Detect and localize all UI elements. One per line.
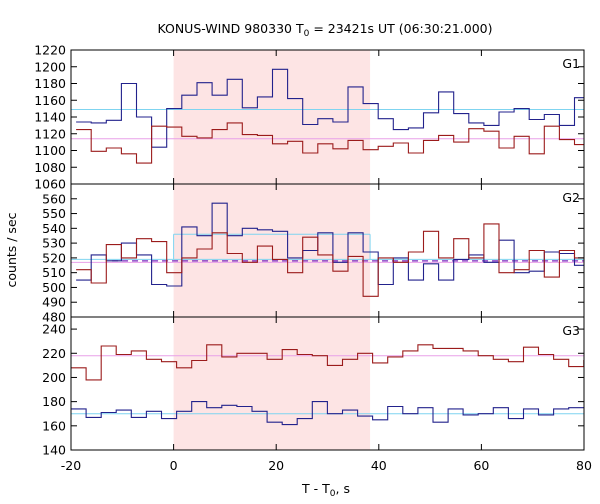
x-axis-label-rest: , s [336,481,350,496]
x-tick-label: 20 [268,458,284,473]
x-axis-label-main: T - T [301,481,330,496]
histogram-blue-hist [76,68,584,148]
x-axis-label: T - T0, s [301,481,350,499]
y-tick-label: 1160 [34,93,66,108]
y-tick-label: 1060 [34,177,66,192]
y-tick-label: 160 [42,418,66,433]
burst-interval-highlight [173,317,371,450]
y-tick-label: 220 [42,346,66,361]
histogram-red-hist [76,223,584,297]
x-axis: -20 0 20 40 60 80 [61,458,592,473]
panel-data-g2 [71,202,584,297]
panel-label: G1 [562,56,580,71]
svg-text:T - T0, s: T - T0, s [301,481,350,499]
x-axis-label-subscript: 0 [330,489,336,499]
histogram-blue-hist [71,401,584,426]
y-tick-label: 1120 [34,126,66,141]
chart-title-main: KONUS-WIND 980330 T [157,21,303,36]
y-tick-label: 1100 [34,143,66,158]
y-tick-label: 490 [42,295,66,310]
chart-title: KONUS-WIND 980330 T0 = 23421s UT (06:30:… [157,21,492,39]
y-tick-label: 480 [42,310,66,325]
panels-layer: 106010801100112011401160118012001220G148… [34,43,592,474]
y-tick-label: 180 [42,394,66,409]
panel-data-g1 [71,68,584,164]
chart-title-subscript: 0 [304,29,310,39]
burst-interval-highlight [173,50,371,184]
chart-title-rest: = 23421s UT (06:30:21.000) [309,21,492,36]
histogram-red-hist [71,344,584,381]
y-tick-label: 560 [42,191,66,206]
y-tick-label: 140 [42,443,66,458]
x-tick-label: -20 [61,458,81,473]
y-tick-label: 200 [42,370,66,385]
x-tick-label: 0 [170,458,178,473]
y-tick-label: 530 [42,236,66,251]
y-tick-label: 520 [42,250,66,265]
y-tick-label: 1080 [34,160,66,175]
y-tick-label: 510 [42,265,66,280]
x-tick-label: 80 [576,458,592,473]
panel-g3: 140 160 180 200 220 240 G3 [42,316,585,458]
y-tick-label: 1140 [34,110,66,125]
y-tick-label: 1220 [34,43,66,58]
panel-label: G3 [562,323,580,338]
y-tick-label: 240 [42,322,66,337]
svg-text:KONUS-WIND 980330 T0 = 23421s: KONUS-WIND 980330 T0 = 23421s UT (06:30:… [157,21,492,39]
x-tick-label: 40 [371,458,387,473]
panel-frame [70,316,585,451]
y-tick-label: 550 [42,206,66,221]
x-tick-label: 60 [473,458,489,473]
panel-label: G2 [562,190,580,205]
panel-data-g3 [71,344,584,426]
y-axis-label: counts / sec [4,212,19,287]
y-tick-label: 1200 [34,59,66,74]
y-tick-label: 1180 [34,76,66,91]
burst-interval-highlight [173,184,371,317]
y-tick-label: 540 [42,221,66,236]
histogram-red-hist [76,122,584,164]
y-tick-label: 500 [42,280,66,295]
